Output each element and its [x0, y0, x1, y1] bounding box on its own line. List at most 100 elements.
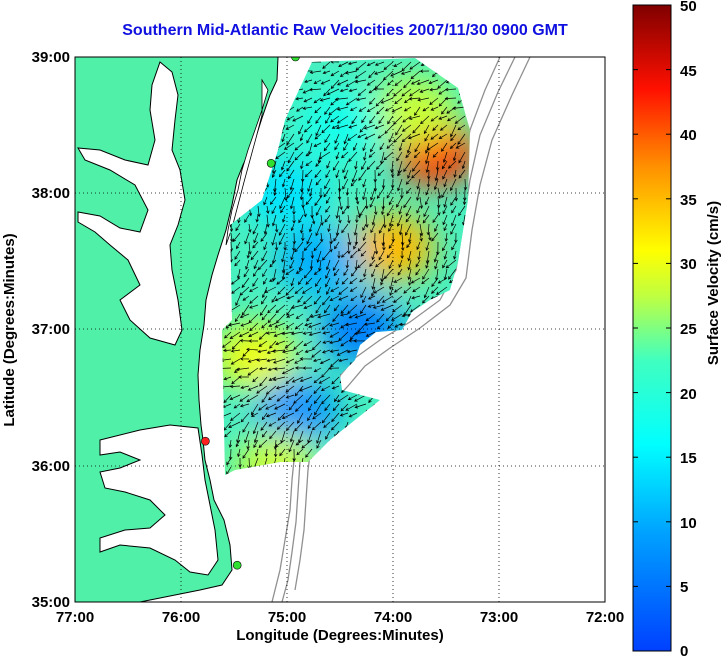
velocity-arrow: [438, 115, 448, 120]
velocity-arrow: [305, 277, 313, 285]
velocity-arrow: [321, 367, 331, 378]
velocity-arrow: [370, 286, 376, 297]
velocity-arrow: [313, 295, 322, 305]
velocity-arrow: [343, 133, 349, 145]
velocity-arrow: [287, 151, 295, 164]
velocity-arrow: [401, 124, 412, 132]
velocity-arrow: [416, 241, 421, 251]
velocity-arrow: [248, 304, 259, 309]
velocity-arrow: [297, 412, 304, 424]
velocity-arrow: [235, 295, 241, 306]
velocity-arrow: [295, 97, 304, 101]
velocity-arrow: [280, 160, 286, 171]
velocity-arrow: [272, 376, 286, 381]
velocity-arrow: [281, 250, 286, 263]
velocity-arrow: [338, 358, 349, 363]
velocity-arrow: [316, 250, 322, 263]
velocity-arrow: [287, 169, 295, 180]
x-axis: 77:00 76:00 75:00 74:00 73:00 72:00 Long…: [56, 609, 624, 644]
velocity-arrow: [369, 259, 376, 267]
velocity-arrow: [365, 196, 369, 210]
velocity-arrow: [322, 295, 331, 306]
velocity-arrow: [340, 313, 349, 317]
velocity-arrow: [402, 115, 412, 123]
velocity-arrow: [326, 286, 331, 295]
velocity-arrow: [258, 439, 268, 449]
velocity-arrow: [442, 214, 448, 226]
velocity-arrow: [315, 160, 322, 167]
velocity-arrow: [295, 313, 304, 319]
velocity-arrow: [430, 133, 439, 140]
velocity-arrow: [403, 160, 412, 173]
velocity-arrow: [274, 295, 286, 302]
velocity-arrow: [274, 223, 279, 233]
velocity-arrow: [302, 286, 313, 294]
velocity-arrow: [430, 106, 439, 111]
velocity-arrow: [223, 376, 232, 381]
y-tick-label: 39:00: [32, 49, 70, 66]
velocity-arrow: [386, 250, 394, 259]
velocity-arrow: [274, 367, 286, 371]
velocity-arrow: [275, 385, 286, 390]
velocity-arrow: [241, 277, 250, 289]
velocity-arrow: [285, 421, 295, 431]
velocity-arrow: [400, 232, 405, 246]
velocity-arrow: [291, 376, 304, 383]
velocity-arrow: [277, 286, 286, 295]
velocity-arrow: [395, 124, 403, 136]
velocity-arrow: [370, 187, 376, 201]
velocity-arrow: [374, 61, 385, 66]
velocity-arrow: [239, 286, 250, 296]
velocity-arrow: [403, 286, 412, 294]
velocity-arrow: [428, 79, 439, 85]
velocity-arrow: [355, 214, 359, 224]
velocity-arrow: [391, 313, 403, 321]
velocity-arrow: [425, 151, 430, 165]
velocity-arrow: [271, 232, 277, 246]
velocity-arrow: [419, 196, 424, 210]
velocity-arrow: [425, 259, 430, 269]
velocity-arrow: [435, 160, 440, 171]
velocity-arrow: [234, 313, 241, 323]
velocity-arrow: [432, 151, 439, 158]
velocity-arrow: [321, 124, 331, 134]
velocity-arrow: [444, 96, 457, 101]
velocity-arrow: [411, 169, 421, 179]
velocity-arrow: [257, 349, 268, 354]
velocity-arrow: [229, 331, 241, 339]
velocity-arrow: [271, 349, 286, 353]
velocity-arrow: [355, 61, 367, 71]
velocity-arrow: [426, 178, 431, 188]
velocity-arrow: [458, 169, 466, 179]
velocity-arrow: [383, 268, 394, 280]
velocity-arrow: [281, 178, 286, 188]
velocity-arrow: [285, 394, 295, 399]
velocity-arrow: [298, 124, 304, 135]
velocity-arrow: [384, 106, 394, 112]
velocity-arrow: [366, 160, 376, 171]
velocity-arrow: [345, 97, 358, 106]
velocity-arrow: [449, 142, 457, 150]
colorbar-tick-label: 30: [680, 256, 697, 273]
velocity-arrow: [243, 268, 250, 278]
velocity-arrow: [422, 268, 430, 280]
velocity-arrow: [353, 223, 358, 236]
velocity-arrow: [349, 106, 358, 111]
velocity-arrow: [307, 115, 313, 125]
velocity-arrow: [325, 196, 331, 204]
velocity-arrow: [354, 79, 367, 84]
pamlico-sound: [99, 424, 219, 576]
velocity-arrow: [396, 214, 403, 227]
velocity-arrow: [347, 232, 352, 246]
velocity-arrow: [371, 277, 376, 290]
velocity-arrow: [238, 331, 250, 337]
velocity-arrow: [325, 277, 331, 288]
velocity-arrow: [318, 151, 331, 160]
velocity-arrow: [376, 187, 385, 199]
velocity-arrow: [365, 313, 376, 322]
velocity-arrow: [382, 241, 386, 251]
velocity-arrow: [314, 133, 322, 140]
velocity-arrow: [229, 394, 241, 400]
velocity-arrow: [450, 133, 457, 142]
velocity-arrow: [333, 268, 340, 277]
